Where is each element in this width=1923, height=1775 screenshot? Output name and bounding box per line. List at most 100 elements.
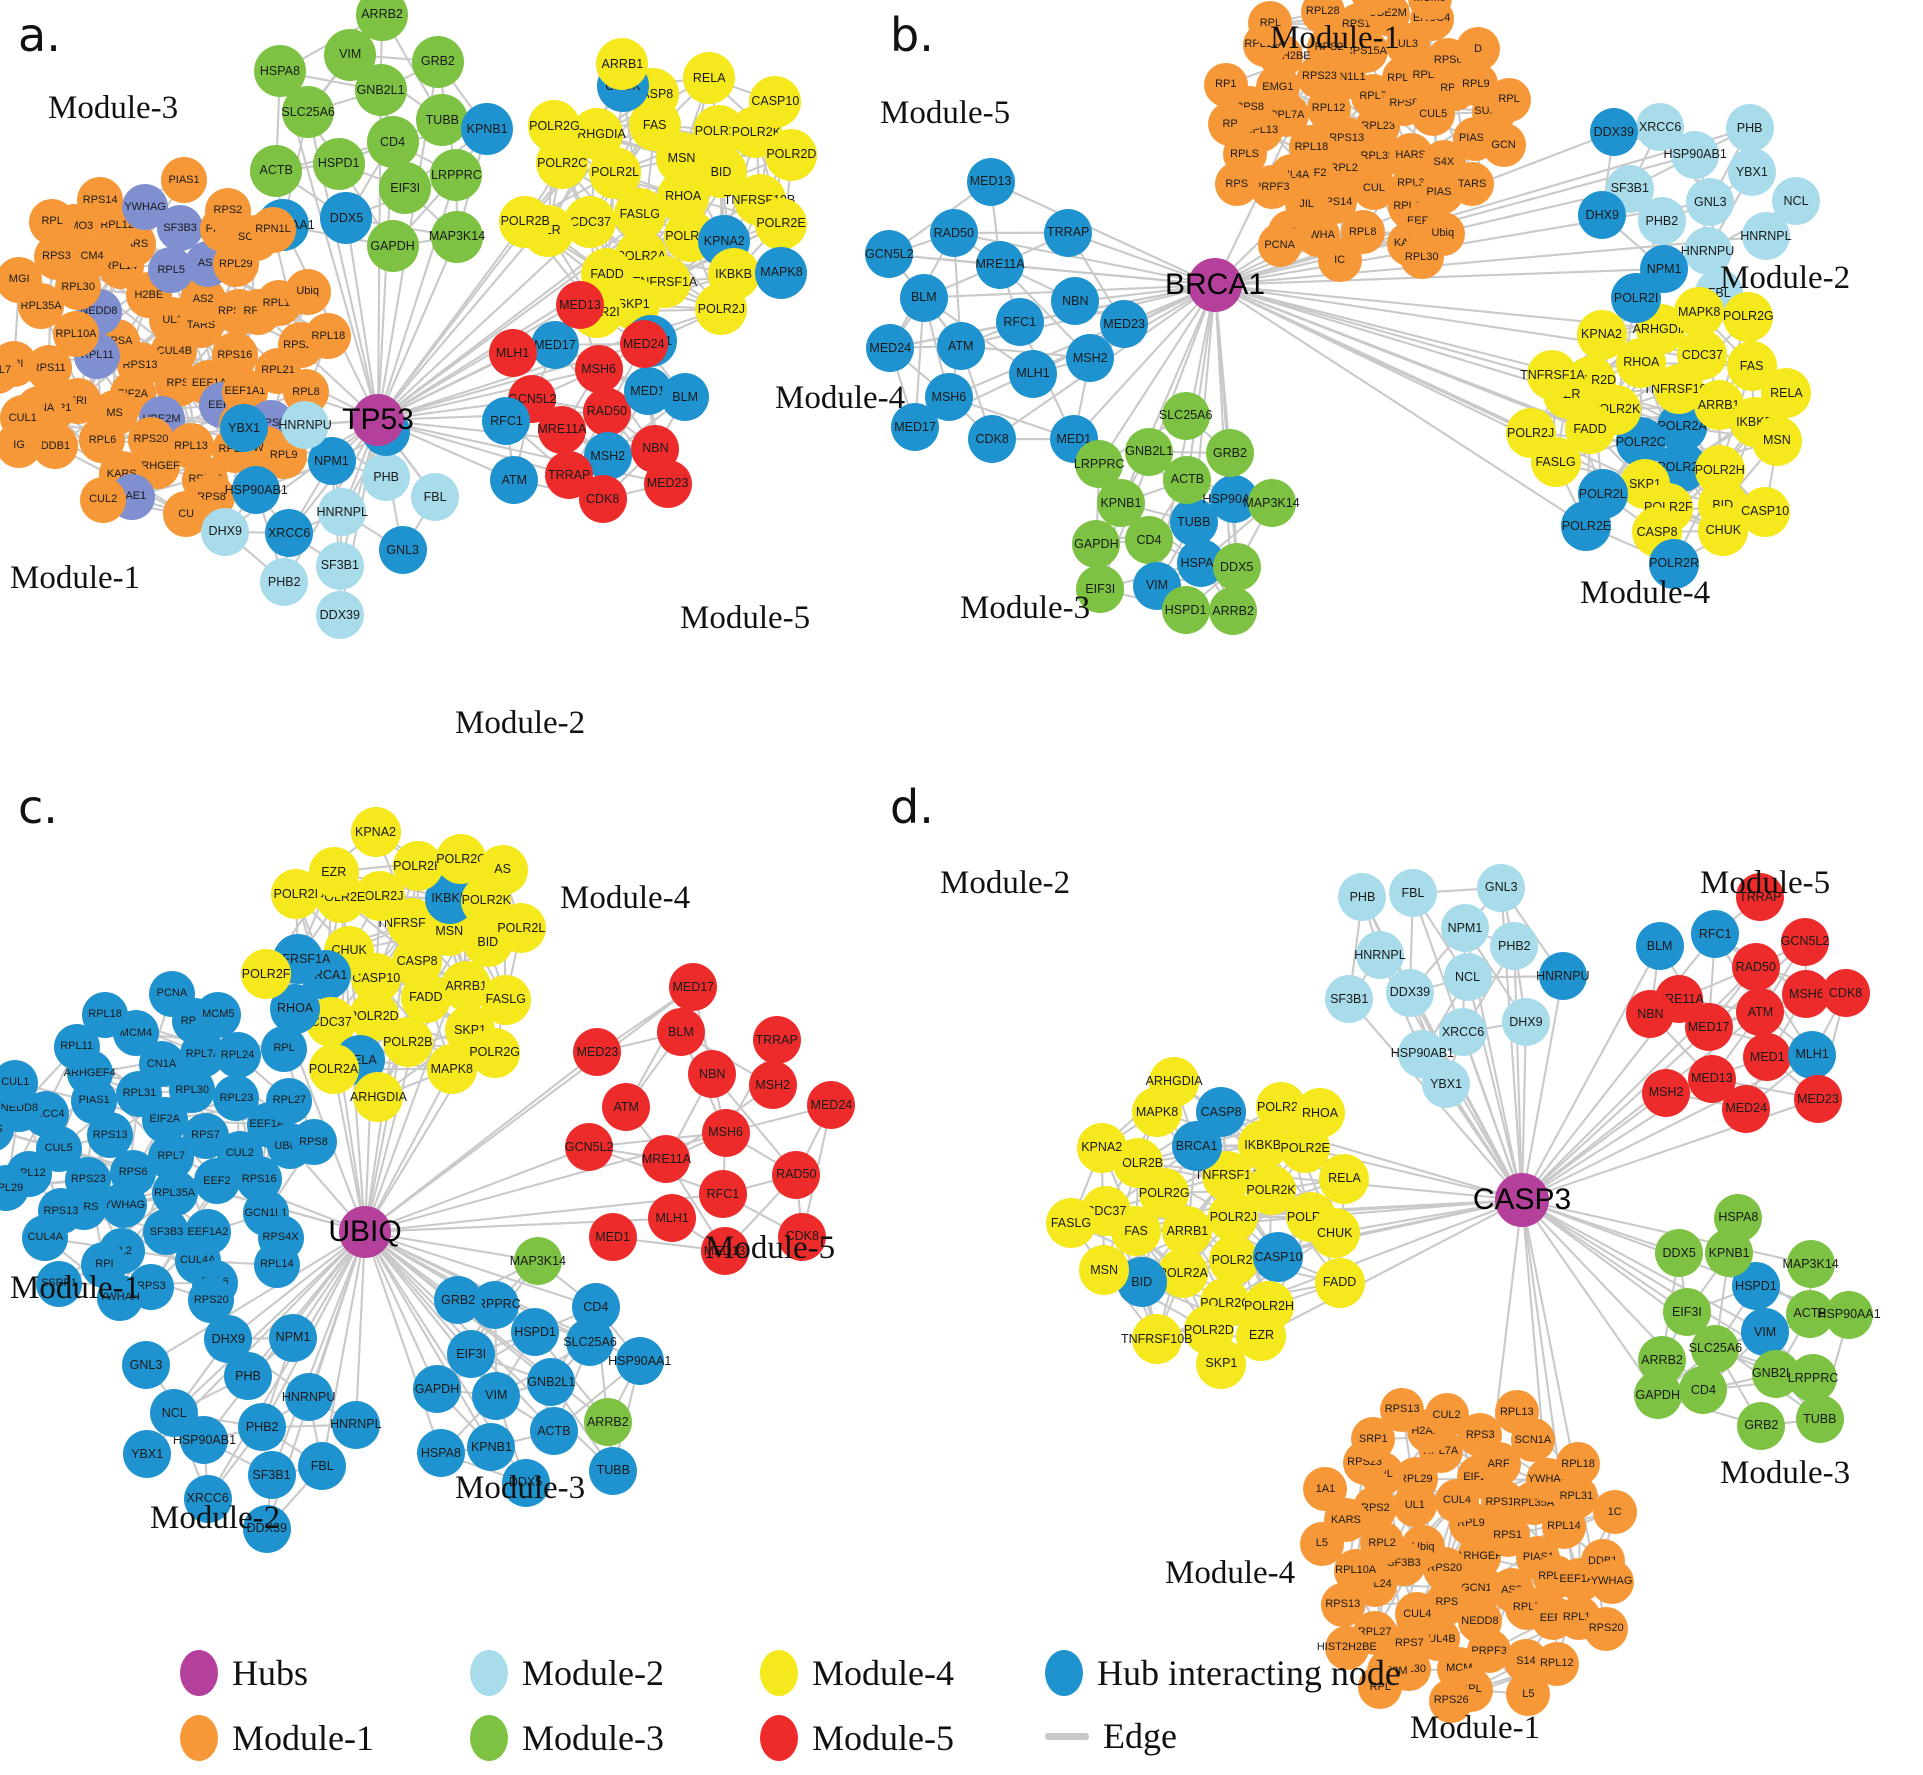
node-label: NPM1	[1447, 921, 1483, 936]
hub-edge	[1213, 267, 1666, 287]
module-label: Module-2	[150, 1500, 281, 1536]
node-label: POLR2H	[1244, 1299, 1295, 1314]
network-node[interactable]: RPS13	[1380, 1387, 1425, 1432]
node-label: RFC1	[1698, 927, 1732, 941]
network-node[interactable]: MSH2	[1642, 1068, 1691, 1117]
node-label: CHUK	[1317, 1225, 1353, 1240]
network-node[interactable]: D	[1456, 27, 1501, 72]
node-label: BRCA1	[1175, 1138, 1218, 1153]
hub-node-casp3[interactable]: CASP3	[1473, 1173, 1571, 1227]
hub-edge	[1260, 1198, 1524, 1337]
network-node[interactable]: CHUK	[1309, 1207, 1360, 1258]
node-label: POLR2J	[1209, 1209, 1257, 1224]
network-node[interactable]: YBX1	[1422, 1059, 1471, 1108]
network-node[interactable]: AS	[477, 844, 528, 895]
network-node[interactable]: HSP90AA1	[1817, 1290, 1881, 1339]
network-node[interactable]: DHX9	[1501, 997, 1550, 1046]
network-node[interactable]: YWHAG	[1589, 1559, 1634, 1604]
network-node[interactable]: FASLG	[1046, 1198, 1097, 1249]
network-node[interactable]: MLH1	[1788, 1030, 1837, 1079]
network-node[interactable]: EZR	[1236, 1310, 1287, 1361]
network-node[interactable]: RHOA	[1295, 1087, 1346, 1138]
network-node[interactable]: GAPDH	[1633, 1371, 1682, 1420]
hub-edge	[363, 1230, 597, 1309]
node-label: GAPDH	[1635, 1388, 1680, 1403]
node-label: MSN	[1090, 1263, 1119, 1278]
legend-label: Module-2	[522, 1653, 664, 1693]
legend-item: Module-3	[470, 1715, 664, 1761]
legend-label: Module-1	[232, 1718, 374, 1758]
network-node[interactable]: NCL	[1443, 953, 1492, 1002]
network-node[interactable]: MED23	[1793, 1074, 1842, 1123]
hub-edge	[989, 180, 1217, 287]
network-node[interactable]: MED24	[1722, 1084, 1771, 1133]
network-node[interactable]: HSPA8	[1714, 1193, 1763, 1242]
network-node[interactable]: HNRNPU	[1536, 952, 1590, 1001]
panel-letter: d.	[890, 780, 934, 834]
network-node[interactable]: TNFRSF10B	[1121, 1313, 1193, 1364]
network-node[interactable]: DDX5	[1655, 1229, 1704, 1278]
node-label: NBN	[1637, 1007, 1664, 1022]
network-node[interactable]: POLR2I	[1208, 1235, 1259, 1286]
node-label: BLM	[1646, 938, 1673, 953]
hub-edge	[363, 1230, 493, 1449]
node-label: CUL2	[1432, 1408, 1461, 1421]
network-node[interactable]: RPS20	[1584, 1606, 1629, 1651]
module-label: Module-2	[940, 865, 1071, 901]
network-node[interactable]: ARHGDIA	[1146, 1056, 1203, 1107]
hub-edge	[363, 1067, 453, 1234]
network-node[interactable]: TUBB	[1795, 1395, 1844, 1444]
network-node[interactable]: GNL3	[1686, 177, 1735, 226]
node-label: DDX5	[1662, 1245, 1696, 1260]
hub-edge	[1520, 1198, 1688, 1314]
network-node[interactable]: RAD50	[1731, 942, 1780, 991]
network-node[interactable]: EIF3I	[1662, 1288, 1711, 1337]
node-label: MED24	[1725, 1101, 1768, 1116]
network-node[interactable]: EIF2A	[1351, 0, 1396, 16]
network-node[interactable]: KPNA2	[1076, 1122, 1127, 1173]
node-label: UL1	[1404, 1498, 1425, 1511]
network-node[interactable]: GRB2	[1737, 1401, 1786, 1450]
module-label: Module-4	[560, 880, 691, 916]
hub-edge	[227, 1230, 367, 1341]
network-node[interactable]: 1C	[1592, 1490, 1637, 1535]
network-node[interactable]: NPM1	[1440, 904, 1489, 953]
network-node[interactable]: L5	[1299, 1521, 1344, 1566]
hub-edge	[354, 1230, 367, 1426]
network-node[interactable]: HNRNPL	[1354, 931, 1406, 980]
network-node[interactable]: MAP3K14	[1782, 1240, 1839, 1289]
network-node[interactable]: SKP1	[1196, 1338, 1247, 1389]
network-node[interactable]: DDX39	[1385, 968, 1434, 1017]
node-label: ACTB	[1793, 1306, 1827, 1321]
network-node[interactable]: XRCC6	[1439, 1008, 1487, 1057]
node-label: POLR2D	[1183, 1322, 1234, 1337]
network-node[interactable]: BLM	[1635, 921, 1684, 970]
node-label: ARHGDIA	[1145, 1074, 1203, 1089]
node-label: CDK8	[1828, 985, 1863, 1000]
network-node[interactable]: RPS13	[1320, 1582, 1365, 1627]
network-node[interactable]: GCN5L2	[1780, 917, 1830, 966]
network-node[interactable]: CDK8	[1821, 969, 1870, 1018]
network-node[interactable]: VIM	[1741, 1308, 1790, 1357]
hub-edge	[1520, 1198, 1659, 1397]
panel-letter: a.	[18, 8, 61, 62]
network-node[interactable]: PHB2	[1490, 921, 1539, 970]
module-label: Module-3	[960, 590, 1091, 626]
network-node[interactable]: RELA	[1319, 1153, 1370, 1204]
network-node[interactable]: RPL13	[1494, 1390, 1539, 1435]
network-node[interactable]: SF3B1	[315, 541, 364, 590]
node-label: ARRB1	[1166, 1223, 1209, 1238]
network-node[interactable]: CUL2	[1424, 1393, 1469, 1438]
hub-edge	[999, 263, 1217, 287]
network-node[interactable]: FADD	[1314, 1257, 1365, 1308]
node-label: MED17	[1687, 1019, 1730, 1034]
network-node[interactable]: GNL3	[1477, 863, 1526, 912]
node-label: MAP3K14	[1782, 1257, 1839, 1272]
node-label: RELA	[1328, 1171, 1361, 1186]
network-node[interactable]: RPL	[29, 198, 76, 245]
network-node[interactable]: FBL	[1388, 869, 1437, 918]
node-label: S14	[1516, 1654, 1536, 1667]
node-label: GCN5L2	[1780, 934, 1830, 949]
